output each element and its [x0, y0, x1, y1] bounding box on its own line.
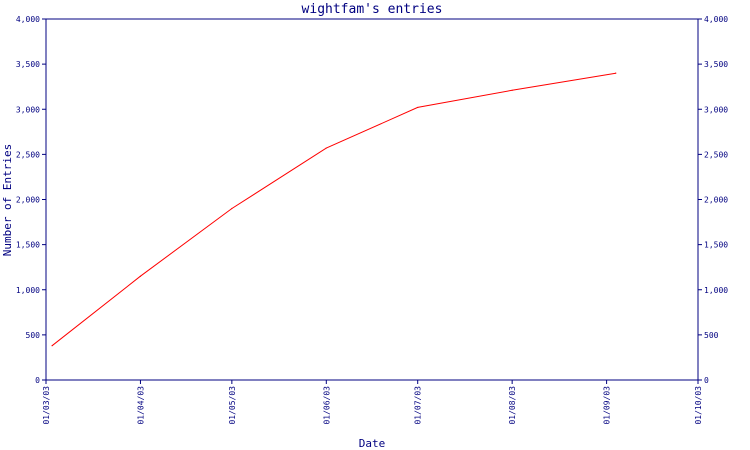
x-axis: 01/03/03 01/04/03 01/05/03 01/06/03 01/07/03… [42, 380, 703, 425]
x-axis-label: Date [359, 437, 386, 450]
y-axis-left: 0 500 1,000 1,500 2,000 2,500 3,000 3,500 4,000 [16, 15, 46, 385]
y-tick-label-right-0: 0 [704, 376, 709, 385]
data-point-4 [417, 106, 419, 109]
y-tick-label-left-1: 500 [26, 331, 41, 340]
plot-area-frame [45, 18, 699, 381]
y-tick-label-right-5: 2,500 [704, 150, 728, 159]
data-point-6 [615, 72, 617, 74]
y-tick-label-right-3: 1,500 [704, 241, 728, 250]
chart-title: wightfam's entries [302, 2, 443, 17]
y-tick-label-right-7: 3,500 [704, 60, 728, 69]
x-tick-label-1: 01/04/03 [136, 386, 145, 425]
y-tick-label-left-2: 1,000 [16, 286, 40, 295]
data-point-3 [325, 147, 327, 149]
y-tick-label-right-6: 3,000 [704, 105, 728, 114]
y-tick-label-left-0: 0 [35, 376, 40, 385]
x-tick-label-6: 01/09/03 [603, 386, 612, 425]
y-tick-label-left-3: 1,500 [16, 241, 40, 250]
y-tick-label-left-6: 3,000 [16, 105, 40, 114]
y-axis-right: 0 500 1,000 1,500 2,000 2,500 3,000 3,500 4,000 [698, 15, 728, 385]
data-point-1 [139, 275, 142, 277]
x-tick-label-2: 01/05/03 [228, 386, 237, 425]
y-tick-label-right-2: 1,000 [704, 286, 728, 295]
data-point-0 [51, 345, 53, 347]
y-tick-label-right-1: 500 [704, 331, 719, 340]
y-tick-label-left-8: 4,000 [16, 15, 40, 24]
y-tick-label-left-5: 2,500 [16, 150, 40, 159]
y-axis-label: Number of Entries [1, 144, 14, 257]
y-tick-label-left-4: 2,000 [16, 196, 40, 205]
series-line [51, 72, 616, 347]
series-points [51, 72, 617, 347]
y-tick-label-left-7: 3,500 [16, 60, 40, 69]
x-tick-label-3: 01/06/03 [322, 386, 331, 425]
x-tick-label-4: 01/07/03 [414, 386, 423, 425]
y-tick-label-right-4: 2,000 [704, 196, 728, 205]
x-tick-label-0: 01/03/03 [42, 386, 51, 425]
data-point-2 [231, 207, 233, 210]
y-tick-label-right-8: 4,000 [704, 15, 728, 24]
x-tick-label-5: 01/08/03 [508, 386, 517, 425]
x-tick-label-7: 01/10/03 [694, 386, 703, 425]
data-point-5 [511, 89, 513, 91]
